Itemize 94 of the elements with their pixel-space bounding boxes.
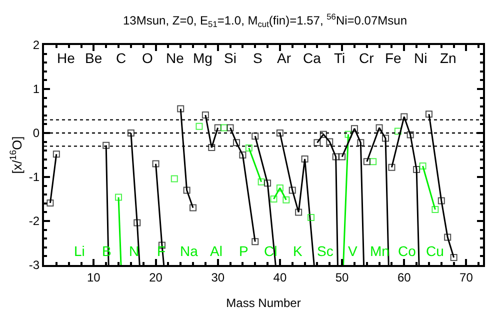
point xyxy=(264,180,272,187)
point xyxy=(295,208,302,216)
x-tick-label: 70 xyxy=(460,270,474,284)
x-tick-label: 40 xyxy=(273,270,287,284)
annotation: V xyxy=(348,243,358,259)
point xyxy=(344,130,352,138)
point xyxy=(282,196,290,204)
point xyxy=(202,111,209,118)
point xyxy=(196,122,203,130)
annotation: S xyxy=(253,50,262,66)
point xyxy=(115,194,122,201)
annotation: Al xyxy=(210,243,222,259)
point xyxy=(152,160,160,168)
point xyxy=(308,214,314,221)
point xyxy=(432,206,439,214)
point xyxy=(276,184,284,192)
point xyxy=(52,150,60,158)
point xyxy=(425,110,432,118)
point xyxy=(102,142,110,149)
annotation: Si xyxy=(224,50,236,66)
annotation: N xyxy=(129,243,140,259)
point xyxy=(177,105,184,112)
annotation: Fe xyxy=(385,50,402,66)
point xyxy=(127,130,134,136)
annotation: P xyxy=(239,243,248,259)
point xyxy=(363,158,370,166)
point xyxy=(214,124,222,132)
point xyxy=(270,196,278,202)
point xyxy=(226,124,234,132)
point xyxy=(326,138,334,146)
point xyxy=(190,204,197,212)
point xyxy=(320,130,327,138)
annotation: Ne xyxy=(166,50,184,66)
point xyxy=(220,124,228,132)
point xyxy=(245,144,252,152)
annotation: He xyxy=(57,50,76,66)
y-tick-label: -1 xyxy=(28,170,40,184)
x-tick-label: 50 xyxy=(335,270,350,284)
annotation: Ar xyxy=(277,50,292,66)
y-tick-label: -3 xyxy=(28,258,40,272)
y-tick-label: 0 xyxy=(32,126,40,140)
annotation: Be xyxy=(85,50,102,66)
point xyxy=(332,153,340,160)
point xyxy=(252,238,259,246)
annotation: Zn xyxy=(440,50,456,66)
y-tick-label: 1 xyxy=(32,82,40,96)
point xyxy=(357,139,364,146)
point xyxy=(413,166,420,174)
point xyxy=(252,132,259,140)
annotation: Li xyxy=(74,243,85,259)
point xyxy=(350,125,358,132)
point xyxy=(134,219,141,226)
point xyxy=(208,144,216,152)
point xyxy=(314,139,321,146)
point xyxy=(450,254,458,262)
annotation: Ca xyxy=(303,50,322,66)
annotation: Cr xyxy=(359,50,374,66)
point xyxy=(239,152,246,158)
point xyxy=(400,113,408,120)
annotation: C xyxy=(116,50,126,66)
point xyxy=(301,155,308,162)
annotation: Mg xyxy=(193,50,212,66)
x-tick-label: 20 xyxy=(149,270,163,284)
annotation: O xyxy=(142,50,153,66)
point xyxy=(288,186,296,194)
x-tick-label: 30 xyxy=(211,270,225,284)
x-tick-label: 60 xyxy=(397,270,412,284)
point xyxy=(388,164,396,171)
point xyxy=(170,175,178,182)
point xyxy=(338,153,346,160)
annotation: Na xyxy=(180,243,198,259)
point xyxy=(382,134,390,142)
annotation: Co xyxy=(398,243,416,259)
point xyxy=(394,128,402,135)
point xyxy=(406,131,414,138)
annotation: Ti xyxy=(334,50,346,66)
annotation: Sc xyxy=(317,243,334,259)
x-tick-label: 10 xyxy=(86,270,101,284)
point xyxy=(276,130,284,136)
point xyxy=(232,139,240,146)
point xyxy=(438,197,445,204)
point xyxy=(444,234,452,241)
point xyxy=(183,186,190,194)
point xyxy=(376,124,383,132)
annotation: Cu xyxy=(426,243,444,259)
chart-title: 13Msun, Z=0, E$_{51}$=1.0, M$_{cut}$(fin)=1.57, $^{56}$Ni=0.07Msun xyxy=(123,11,407,29)
point xyxy=(419,162,426,170)
y-tick-label: 2 xyxy=(32,38,40,52)
point xyxy=(46,199,54,206)
point xyxy=(258,178,265,186)
annotation: Ni xyxy=(414,50,428,66)
annotation: K xyxy=(293,243,303,259)
y-tick-label: -2 xyxy=(28,214,40,228)
x-axis-title: Mass Number xyxy=(226,296,301,310)
